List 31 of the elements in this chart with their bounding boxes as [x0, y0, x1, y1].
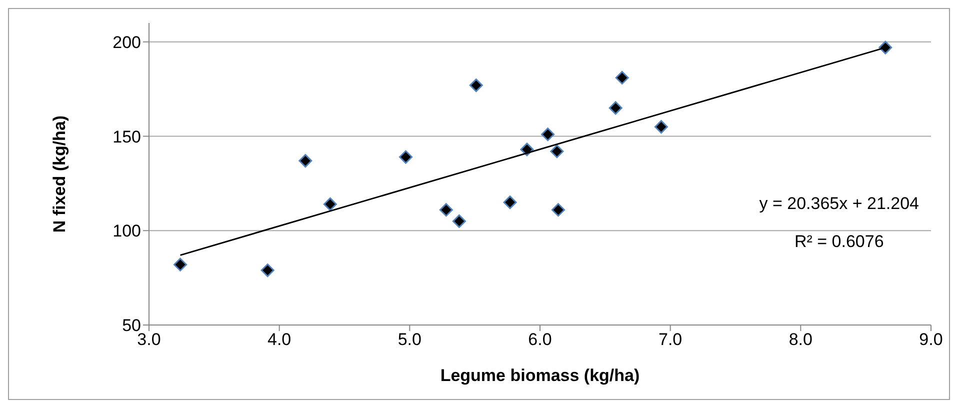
x-tick-label: 8.0 — [788, 330, 812, 350]
point — [520, 142, 534, 156]
x-axis-title: Legume biomass (kg/ha) — [440, 366, 640, 385]
point — [323, 197, 337, 211]
point — [452, 214, 466, 228]
point — [260, 264, 274, 278]
point — [399, 150, 413, 164]
x-tick-label: 6.0 — [528, 330, 552, 350]
point — [608, 101, 622, 115]
point — [439, 203, 453, 217]
point — [878, 40, 892, 54]
point — [469, 78, 483, 92]
point — [298, 154, 312, 168]
y-tick-label: 150 — [112, 127, 141, 146]
x-tick-label: 7.0 — [658, 330, 682, 350]
x-tick-label: 5.0 — [398, 330, 422, 350]
x-tick-label: 9.0 — [919, 330, 943, 350]
point — [654, 120, 668, 134]
y-tick-label: 100 — [112, 222, 141, 241]
point — [503, 196, 517, 210]
x-tick-label: 3.0 — [137, 330, 161, 350]
y-tick-label: 200 — [112, 32, 141, 52]
x-tick-label: 4.0 — [268, 330, 292, 350]
y-axis-title: N fixed (kg/ha) — [50, 115, 70, 233]
point — [541, 128, 555, 142]
point — [174, 258, 188, 272]
annotation: y = 20.365x + 21.204 — [759, 193, 919, 215]
point — [551, 203, 565, 217]
point — [550, 144, 564, 158]
point — [615, 70, 629, 84]
annotation: R² = 0.6076 — [793, 231, 885, 253]
